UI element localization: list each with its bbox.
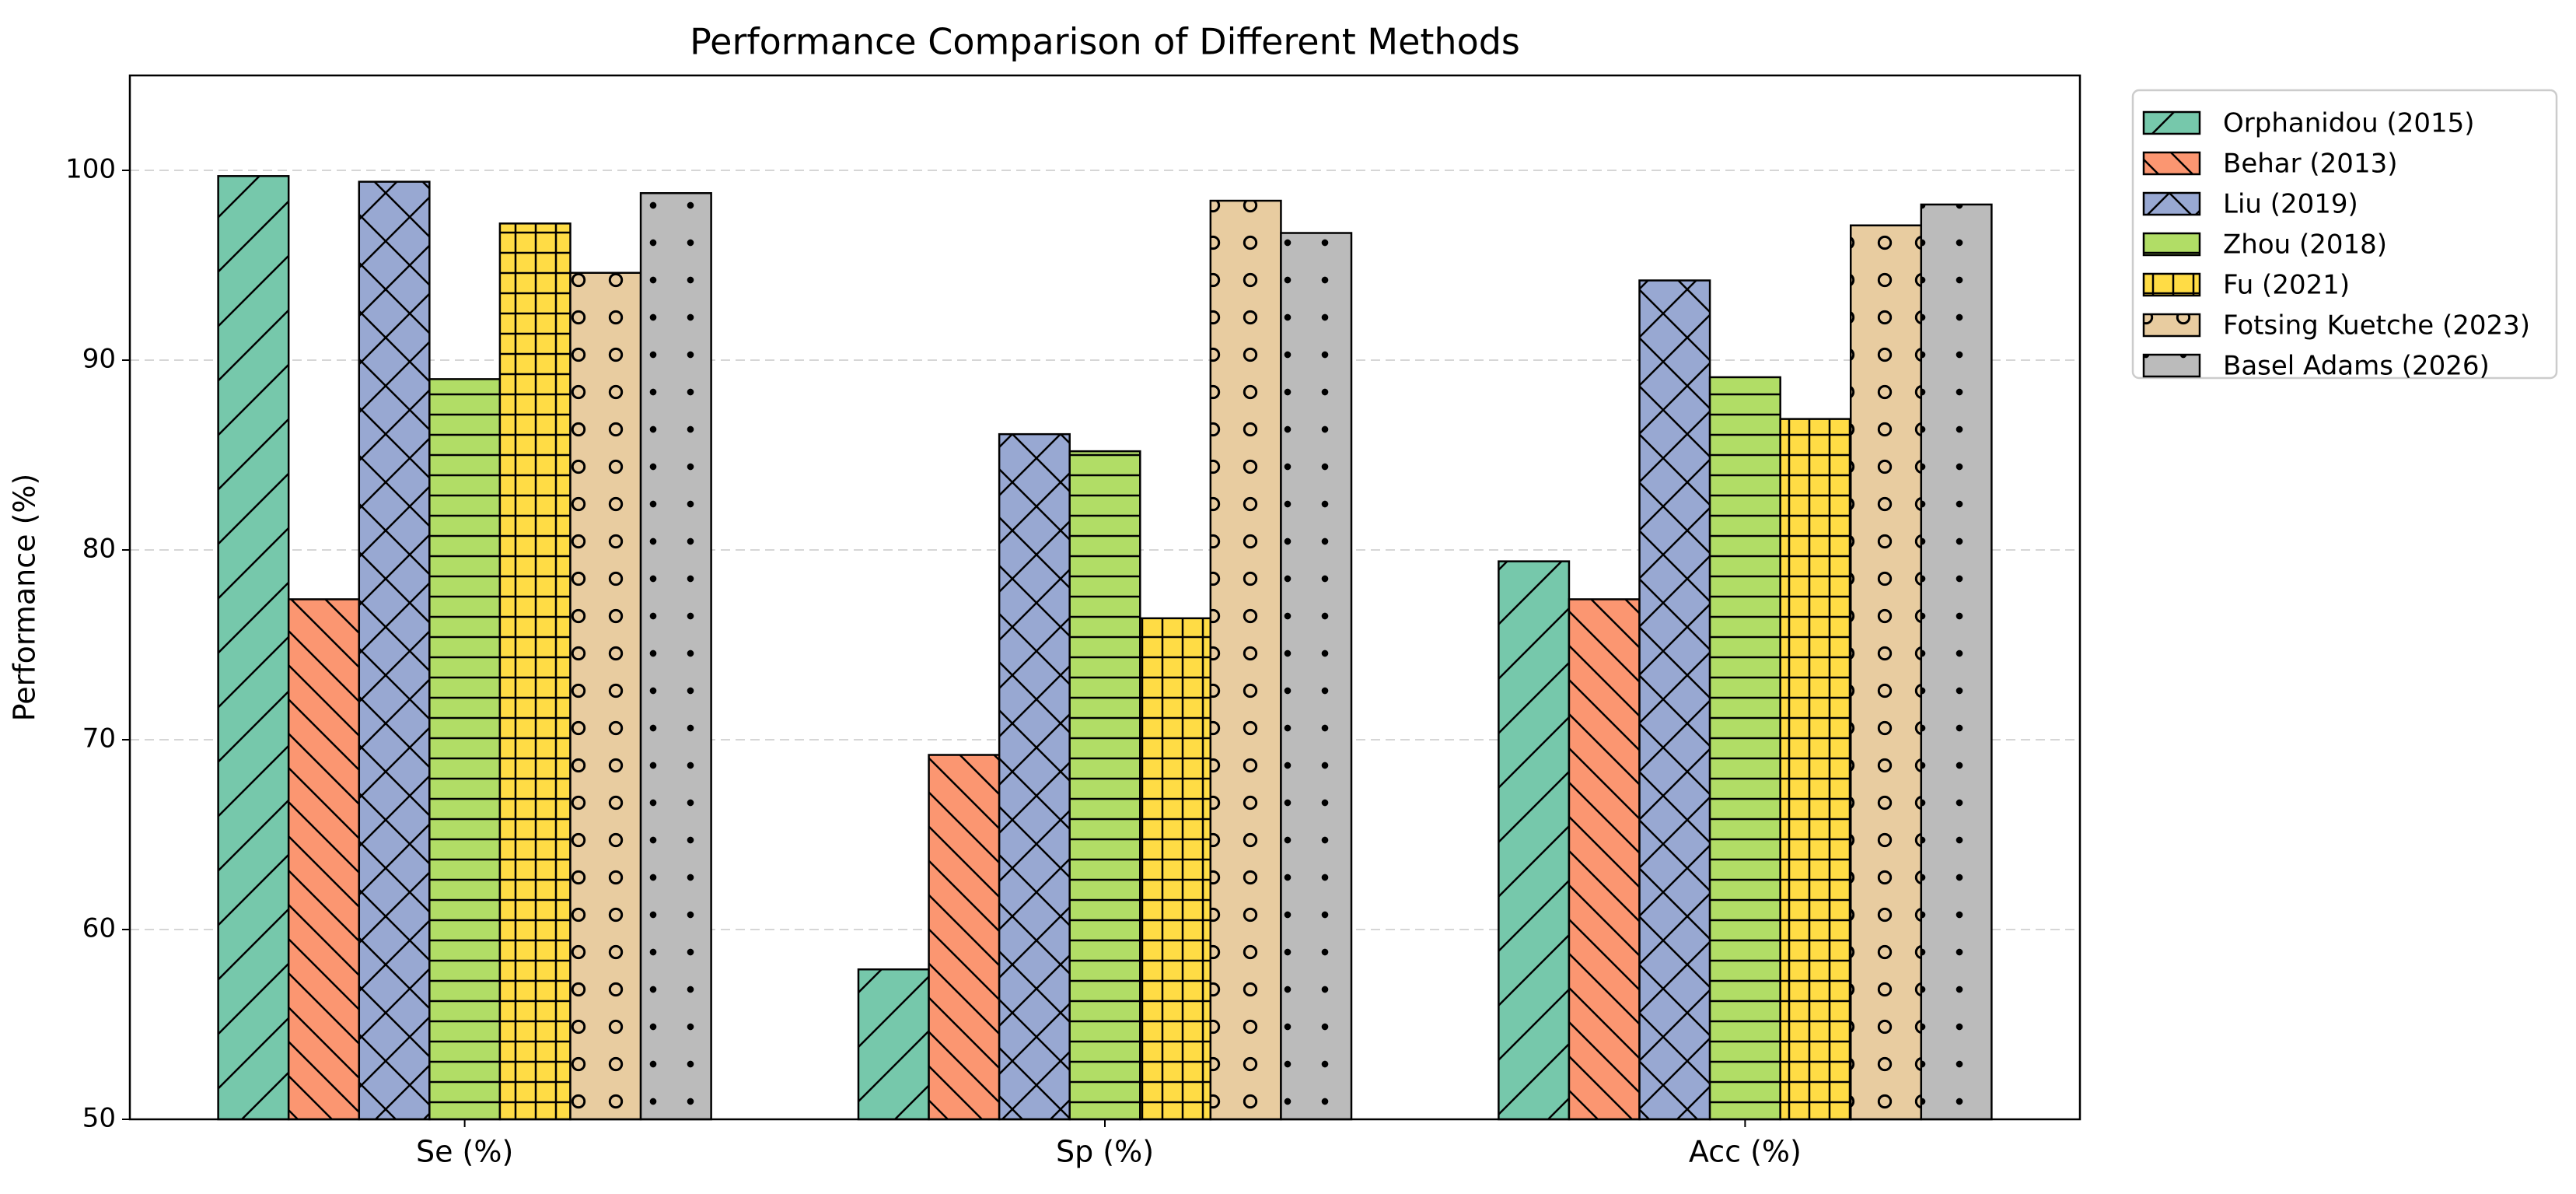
legend-swatch xyxy=(2142,151,2201,176)
bar xyxy=(1849,224,1923,1121)
bar xyxy=(569,271,642,1121)
y-tick-label: 70 xyxy=(82,723,116,755)
bar xyxy=(1209,199,1282,1121)
legend-label: Liu (2019) xyxy=(2223,189,2358,220)
legend-label: Behar (2013) xyxy=(2223,149,2397,180)
legend-swatch xyxy=(2142,353,2201,378)
bar xyxy=(1779,418,1852,1121)
legend-frame xyxy=(2131,89,2558,380)
plot-frame xyxy=(128,74,2081,1121)
y-tick-label: 90 xyxy=(82,344,116,375)
bar xyxy=(498,222,571,1121)
bar xyxy=(1068,450,1141,1121)
bar xyxy=(639,192,712,1121)
bar xyxy=(428,378,502,1121)
bar xyxy=(287,598,361,1121)
bar xyxy=(358,180,431,1121)
bar xyxy=(1568,598,1641,1121)
legend-label: Fu (2021) xyxy=(2223,270,2350,301)
x-tick-label: Acc (%) xyxy=(1689,1135,1802,1169)
bar xyxy=(1920,203,1993,1121)
y-tick-label: 80 xyxy=(82,534,116,565)
bar xyxy=(217,175,290,1121)
legend-swatch xyxy=(2142,232,2201,257)
legend-swatch xyxy=(2142,191,2201,216)
legend-label: Zhou (2018) xyxy=(2223,229,2387,261)
bar xyxy=(998,432,1071,1121)
bar xyxy=(1638,279,1711,1121)
y-tick-label: 60 xyxy=(82,913,116,944)
y-tick-label: 100 xyxy=(65,154,116,185)
legend-swatch xyxy=(2142,313,2201,338)
bar xyxy=(928,754,1001,1121)
legend-swatch xyxy=(2142,110,2201,135)
x-tick-label: Sp (%) xyxy=(1056,1135,1154,1169)
legend-swatch xyxy=(2142,272,2201,297)
bar xyxy=(1139,617,1212,1121)
bar xyxy=(857,968,930,1121)
y-axis-label: Performance (%) xyxy=(8,474,42,722)
y-tick-label: 50 xyxy=(82,1103,116,1134)
legend-label: Basel Adams (2026) xyxy=(2223,351,2490,382)
legend-label: Orphanidou (2015) xyxy=(2223,108,2475,139)
bar xyxy=(1280,232,1353,1121)
bar xyxy=(1498,560,1571,1121)
legend-label: Fotsing Kuetche (2023) xyxy=(2223,310,2530,341)
x-tick-label: Se (%) xyxy=(416,1135,513,1169)
bar xyxy=(1708,376,1781,1121)
chart-title: Performance Comparison of Different Meth… xyxy=(690,21,1520,63)
